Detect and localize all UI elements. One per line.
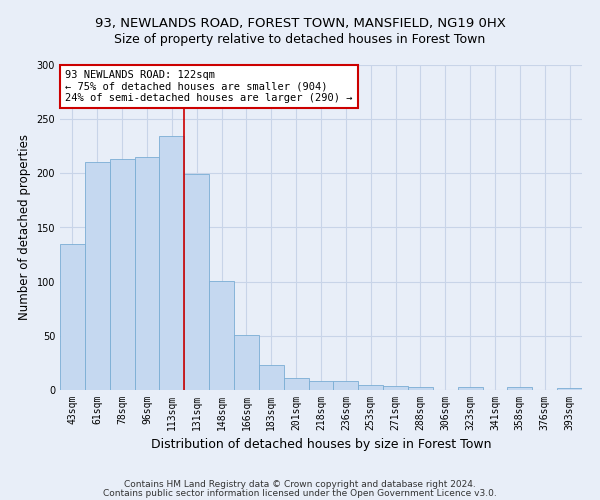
Bar [508, 387, 532, 390]
Bar [334, 382, 358, 390]
Bar [284, 378, 308, 390]
Text: Contains public sector information licensed under the Open Government Licence v3: Contains public sector information licen… [103, 489, 497, 498]
Bar [458, 387, 482, 390]
Bar [358, 384, 383, 390]
Bar [209, 280, 234, 390]
Bar [234, 335, 259, 390]
Bar [160, 136, 184, 390]
Bar [308, 382, 334, 390]
Bar [134, 157, 160, 390]
Text: Size of property relative to detached houses in Forest Town: Size of property relative to detached ho… [115, 32, 485, 46]
Bar [259, 365, 284, 390]
Bar [110, 159, 134, 390]
Bar [184, 174, 209, 390]
Text: 93 NEWLANDS ROAD: 122sqm
← 75% of detached houses are smaller (904)
24% of semi-: 93 NEWLANDS ROAD: 122sqm ← 75% of detach… [65, 70, 353, 103]
Bar [383, 386, 408, 390]
Bar [60, 244, 85, 390]
Bar [408, 387, 433, 390]
Y-axis label: Number of detached properties: Number of detached properties [18, 134, 31, 320]
X-axis label: Distribution of detached houses by size in Forest Town: Distribution of detached houses by size … [151, 438, 491, 452]
Bar [85, 162, 110, 390]
Bar [557, 388, 582, 390]
Text: 93, NEWLANDS ROAD, FOREST TOWN, MANSFIELD, NG19 0HX: 93, NEWLANDS ROAD, FOREST TOWN, MANSFIEL… [95, 18, 505, 30]
Text: Contains HM Land Registry data © Crown copyright and database right 2024.: Contains HM Land Registry data © Crown c… [124, 480, 476, 489]
